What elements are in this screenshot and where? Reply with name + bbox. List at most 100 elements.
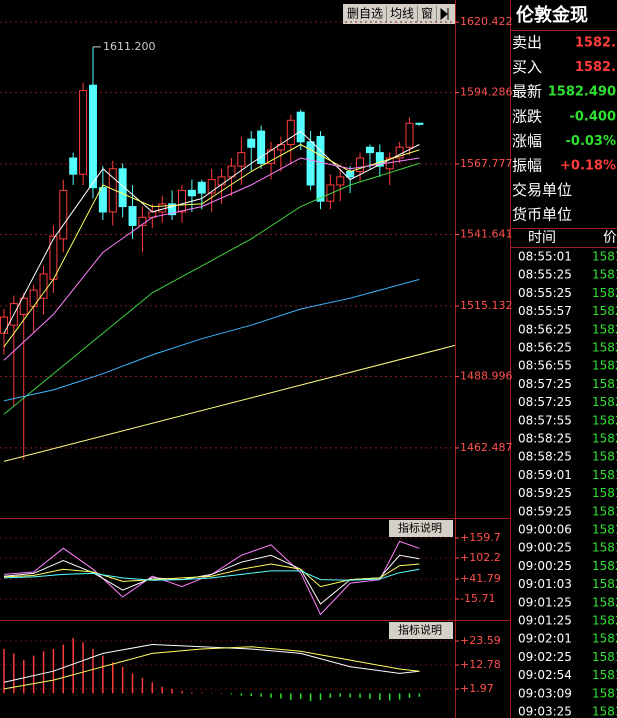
indicator-line (3, 540, 420, 616)
indicator-button[interactable]: 指标说明 (398, 623, 442, 637)
instrument-title: 伦敦金现 (516, 4, 588, 26)
tick-price: 1582 (592, 341, 617, 355)
candle-body (39, 273, 48, 299)
histogram-bar (171, 688, 173, 694)
histogram-bar (121, 666, 124, 694)
indicator-line (3, 157, 420, 361)
tick-price: 1582 (592, 595, 617, 609)
histogram-bar (339, 693, 342, 697)
toolbar-button[interactable]: 均线 (390, 7, 414, 21)
histogram-bar (181, 691, 183, 694)
tick-time: 09:01:25 (518, 595, 572, 609)
candle-body (207, 179, 216, 194)
candle-body (326, 184, 335, 202)
y-tick-label: +23.59 (460, 634, 501, 647)
y-tick-label: 1515.132 (460, 299, 513, 312)
tick-time: 08:57:25 (518, 395, 572, 409)
histogram-bar (22, 660, 25, 694)
y-tick-label: -15.71 (460, 592, 495, 605)
tick-time: 09:03:09 (518, 686, 572, 700)
candle-body (19, 297, 28, 315)
tick-time: 08:59:25 (518, 486, 572, 500)
y-tick-label: 1462.487 (460, 441, 513, 454)
indicator-button-bg[interactable] (389, 520, 453, 537)
candle-body (356, 157, 365, 172)
tick-price: 1582 (592, 413, 617, 427)
tick-price: 1582 (592, 632, 617, 646)
tick-price: 1582 (592, 286, 617, 300)
tick-time: 09:01:03 (518, 577, 572, 591)
candle-body (405, 122, 414, 148)
candle-body (59, 189, 68, 240)
quote-label: 最新 (512, 83, 542, 101)
indicator-line (3, 344, 456, 462)
candle-body (168, 203, 177, 216)
tick-time: 09:00:06 (518, 523, 572, 537)
y-tick-label: +1.97 (460, 682, 494, 695)
histogram-bar (112, 662, 114, 694)
quote-value: -0.400 (569, 109, 616, 124)
histogram-bar (319, 693, 322, 701)
tick-time: 08:55:25 (518, 286, 572, 300)
tick-time: 08:55:25 (518, 268, 572, 282)
tick-price: 1582 (592, 577, 617, 591)
tick-time: 09:00:25 (518, 541, 572, 555)
toolbar-button[interactable]: 删自选 (347, 7, 383, 21)
tick-time: 08:56:55 (518, 359, 572, 373)
toolbar (343, 4, 455, 24)
candle-body (128, 206, 137, 226)
candle-body (365, 146, 374, 154)
tick-time: 08:56:25 (518, 322, 572, 336)
histogram-bar (191, 692, 193, 694)
tick-time: 09:02:01 (518, 632, 572, 646)
candle-body (29, 289, 38, 307)
histogram-bar (290, 693, 292, 701)
candle-body (178, 189, 186, 213)
quote-value: 1582.490 (548, 85, 616, 100)
tick-price: 1581 (592, 650, 617, 664)
candle-body (247, 138, 256, 148)
indicator-button[interactable]: 指标说明 (398, 521, 442, 535)
tick-price: 1582 (592, 322, 617, 336)
candle-body (0, 316, 8, 334)
candle-body (158, 203, 167, 213)
histogram-bar (408, 693, 411, 698)
candle-body (375, 152, 384, 167)
candle-body (257, 130, 266, 164)
tick-time: 09:02:54 (518, 668, 572, 682)
histogram-bar (418, 693, 421, 697)
tick-price: 1581 (592, 486, 617, 500)
candle-body (296, 111, 305, 143)
histogram-bar (309, 693, 312, 702)
tick-time: 08:55:01 (518, 250, 572, 264)
histogram-bar (250, 693, 252, 697)
tick-price: 1581 (592, 541, 617, 555)
histogram-bar (260, 693, 262, 697)
tick-price: 1582 (592, 559, 617, 573)
y-tick-label: 1594.286 (460, 86, 513, 99)
histogram-bar (388, 693, 391, 701)
candle-body (237, 152, 246, 167)
histogram-bar (210, 692, 213, 694)
quote-value: +0.18% (560, 159, 616, 174)
tick-price: 1581 (592, 250, 617, 264)
tick-price: 1582 (592, 614, 617, 628)
indicator-button-bg[interactable] (389, 622, 453, 639)
toolbar-button[interactable]: 窗 (421, 7, 433, 21)
tick-time: 09:00:25 (518, 559, 572, 573)
candle-body (98, 187, 107, 213)
collapse-icon[interactable] (440, 7, 449, 21)
histogram-bar (349, 693, 351, 698)
histogram-bar (13, 653, 15, 694)
histogram-bar (220, 693, 223, 694)
tick-time: 08:58:25 (518, 450, 572, 464)
quote-label: 振幅 (512, 157, 542, 175)
y-tick-label: 1620.422 (460, 15, 513, 28)
tick-price: 1582 (592, 395, 617, 409)
indicator-line (3, 278, 420, 402)
tick-price: 1581 (592, 705, 617, 718)
histogram-bar (359, 693, 361, 698)
high-annotation: 1611.200 (103, 40, 156, 53)
candle-body (217, 176, 226, 186)
